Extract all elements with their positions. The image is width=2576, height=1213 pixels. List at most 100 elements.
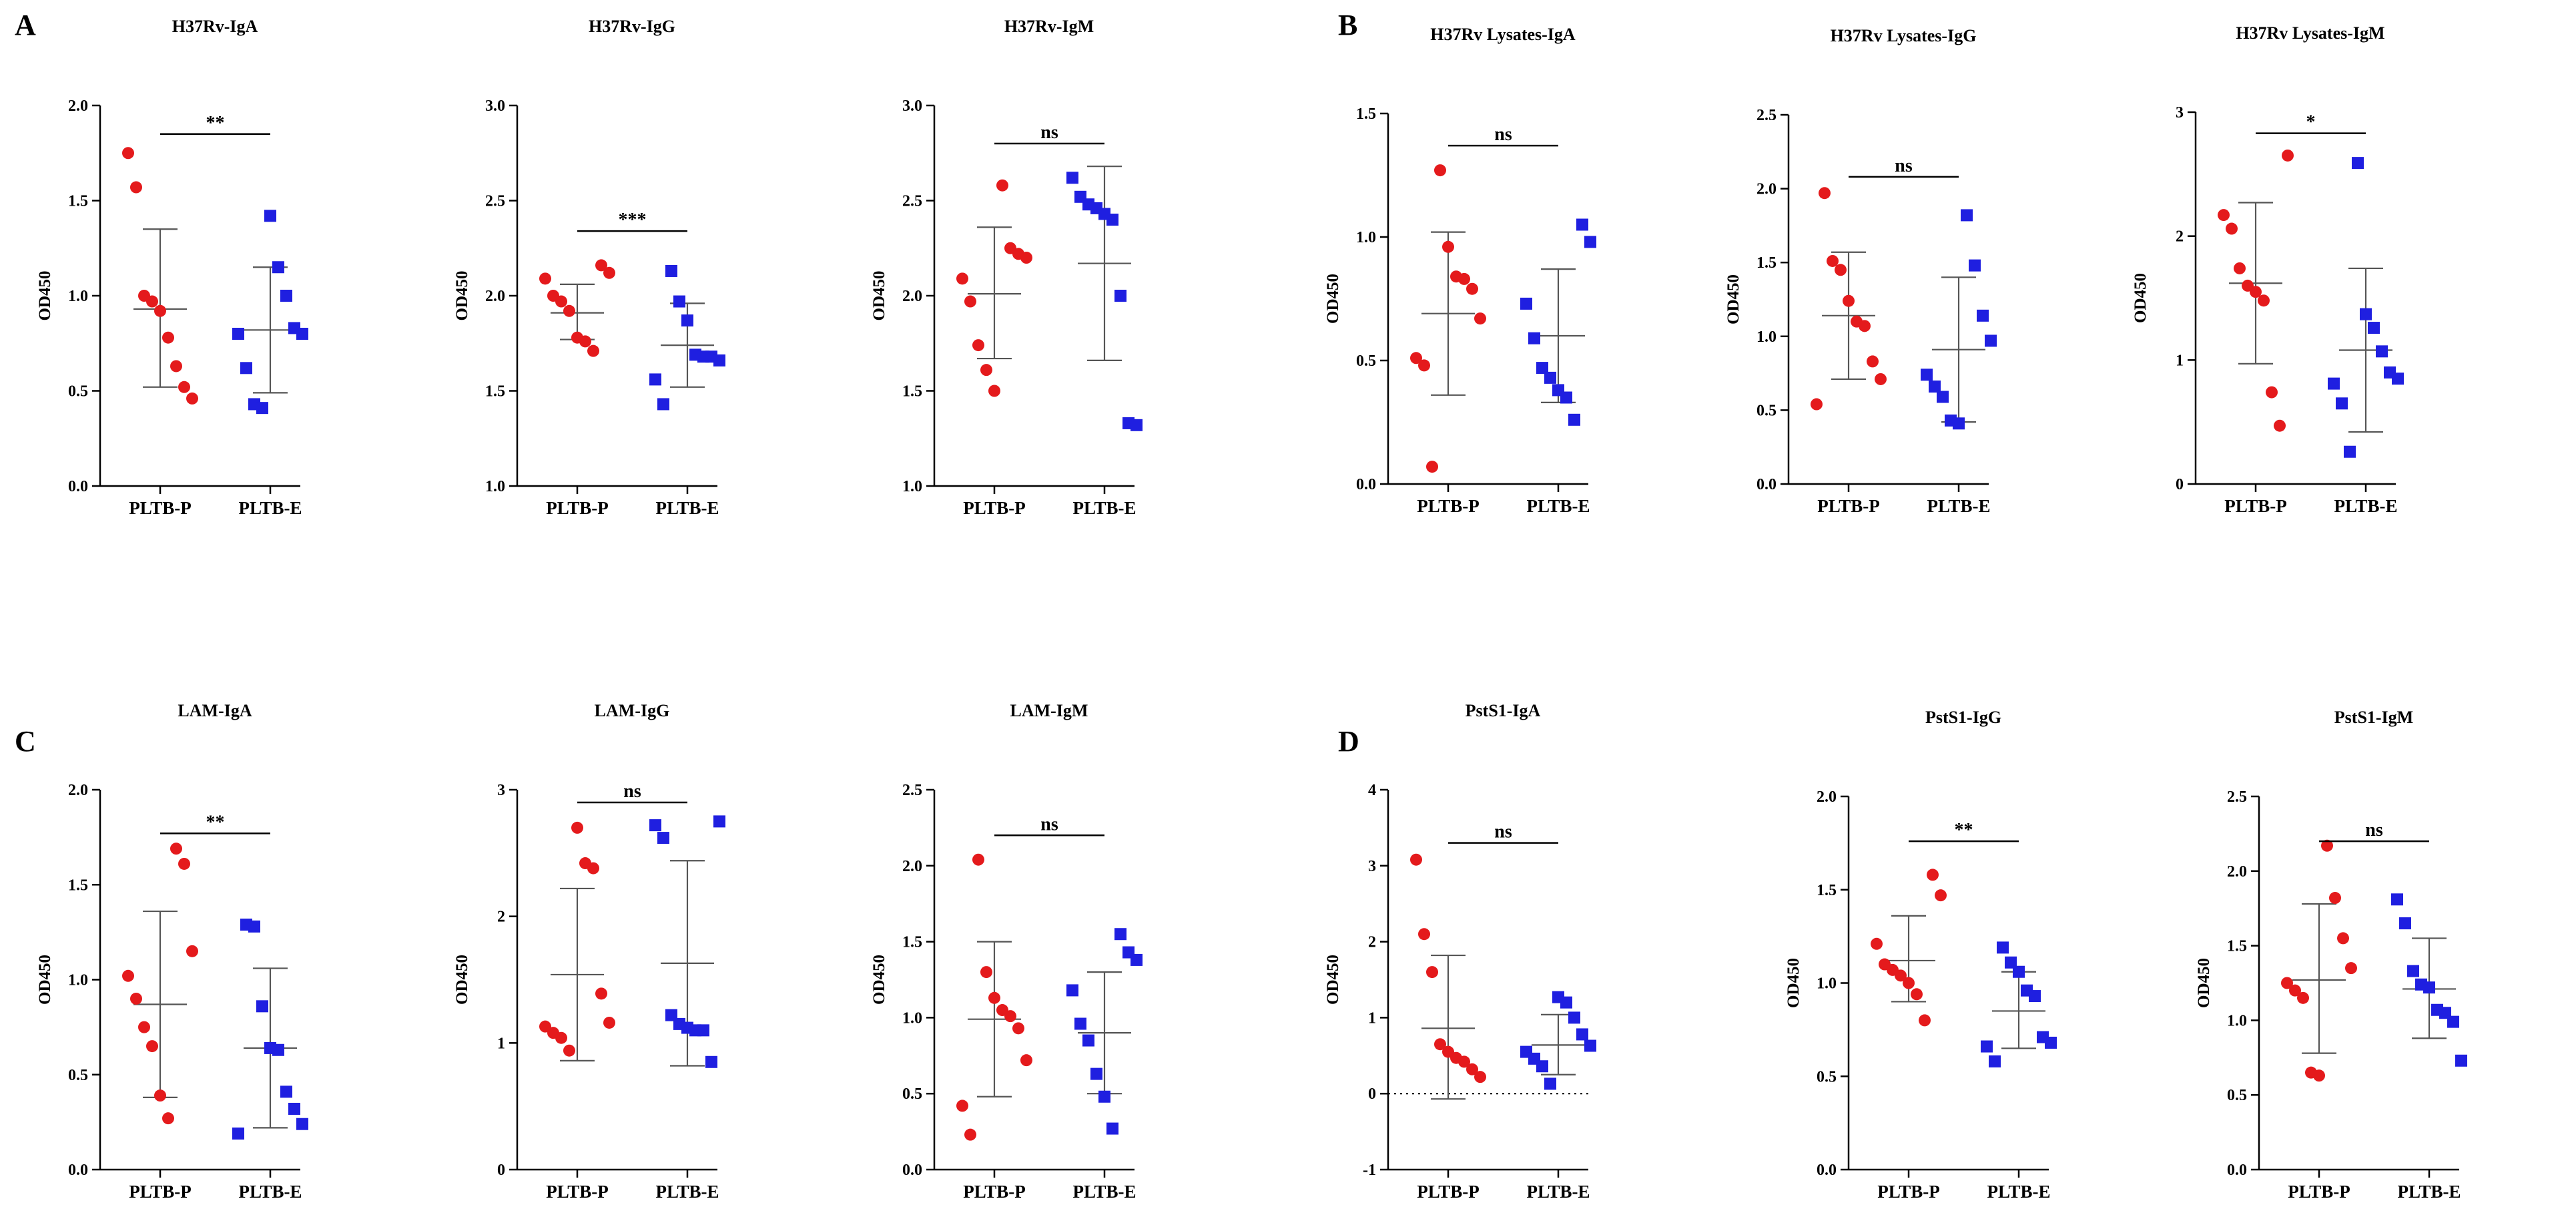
data-point [1458,1055,1470,1068]
data-point [1935,889,1947,902]
data-point [2234,262,2246,274]
chart-title: H37Rv Lysates-IgM [2236,23,2384,43]
significance-label: ns [1040,814,1058,834]
data-point [697,1024,709,1037]
chart-title: LAM-IgM [1010,701,1088,720]
data-point [1426,461,1438,473]
data-point [1536,362,1548,375]
data-point [2399,917,2411,930]
significance-label: ** [1955,820,1973,840]
y-tick-label: 1.5 [68,877,88,894]
y-axis-label: OD450 [2195,958,2213,1008]
y-tick-label: 2.0 [1817,788,1837,806]
data-point [1895,969,1907,982]
y-tick-label: 2.5 [902,782,922,799]
data-point [713,815,725,828]
data-point [1004,1010,1016,1023]
data-point [555,295,567,308]
significance-label: ns [1494,822,1512,842]
chart-title: LAM-IgG [595,701,670,720]
data-point [1114,928,1126,941]
y-tick-label: 3 [2176,104,2184,122]
x-tick-label: PLTB-E [2334,496,2397,516]
data-point [972,339,984,352]
data-point [2218,209,2230,222]
significance-label: ns [1040,122,1058,143]
data-point [248,920,260,933]
y-axis-label: OD450 [36,271,54,321]
data-point [170,360,182,373]
scatter-plot-2: H37Rv-IgG 1.0 1.5 2.0 2.5 3.0 OD450 PLTB-P PLTB-… [453,17,725,518]
data-point [1811,398,1823,411]
data-point [1418,359,1430,372]
y-axis-label: OD450 [1324,274,1342,324]
data-point [1560,996,1572,1009]
x-tick-label: PLTB-E [1526,496,1590,516]
data-point [988,385,1000,397]
data-point [563,304,575,317]
y-tick-label: 1.0 [68,288,88,305]
data-point [1977,309,1989,322]
data-point [980,364,992,377]
significance-label: ns [623,781,641,802]
scatter-plot-12: PstS1-IgM 0.0 0.5 1.0 1.5 2.0 2.5 OD450 PLTB-P PL… [2195,708,2467,1202]
data-point [1098,1090,1110,1103]
data-point [649,373,661,386]
data-point [2250,286,2262,298]
data-point [1466,282,1478,295]
y-tick-label: 0 [2176,476,2184,493]
data-point [1474,1071,1486,1083]
data-point [130,992,142,1005]
data-point [280,1085,292,1098]
data-point [2281,977,2293,989]
y-tick-label: 3 [497,782,505,799]
y-axis-label: OD450 [1324,955,1342,1005]
data-point [2045,1036,2057,1049]
data-point [2345,962,2357,975]
data-point [1997,941,2009,954]
data-point [2274,419,2286,432]
data-point [2226,222,2238,235]
data-point [2376,345,2388,358]
y-tick-label: 4 [1368,782,1376,799]
data-point [2258,294,2270,307]
panel-label-b: B [1338,9,1357,41]
significance-label: * [2306,112,2316,133]
data-point [2344,445,2356,458]
data-point [162,331,174,344]
data-point [2013,965,2025,978]
data-point [1827,254,1839,267]
y-tick-label: 1.5 [902,934,922,951]
data-point [1584,1039,1596,1052]
scatter-plot-5: H37Rv Lysates-IgG 0.0 0.5 1.0 1.5 2.0 2.5 OD450… [1724,26,1997,516]
data-point [2407,965,2419,977]
scatter-plot-9: LAM-IgM 0.0 0.5 1.0 1.5 2.0 2.5 OD450 PLTB-P PLTB… [870,701,1143,1202]
data-point [178,381,190,393]
scatter-plot-1: H37Rv-IgA 0.0 0.5 1.0 1.5 2.0 OD450 PLTB-P PLTB-… [36,17,308,518]
data-point [1544,1077,1556,1090]
y-axis-label: OD450 [1724,274,1742,324]
data-point [1867,355,1879,368]
data-point [1536,1060,1548,1073]
data-point [2337,932,2349,945]
data-point [272,261,284,274]
data-point [1020,252,1032,264]
panel-label-a: A [15,9,36,41]
y-tick-label: 2.0 [68,97,88,115]
y-tick-label: 1.0 [1356,229,1376,246]
data-point [657,832,669,844]
data-point [1937,391,1949,403]
data-point [972,853,984,866]
data-point [186,392,198,405]
data-point [1819,187,1831,200]
data-point [1953,417,1965,430]
data-point [2360,308,2372,320]
data-point [256,402,268,415]
data-point [2391,893,2403,906]
scatter-plot-7: LAM-IgA 0.0 0.5 1.0 1.5 2.0 OD450 PLTB-P PLTB-E *… [36,701,308,1202]
data-point [1012,1022,1024,1035]
x-tick-label: PLTB-E [655,498,719,518]
y-tick-label: 2 [1368,934,1376,951]
data-point [1903,977,1915,989]
data-point [1927,869,1939,881]
